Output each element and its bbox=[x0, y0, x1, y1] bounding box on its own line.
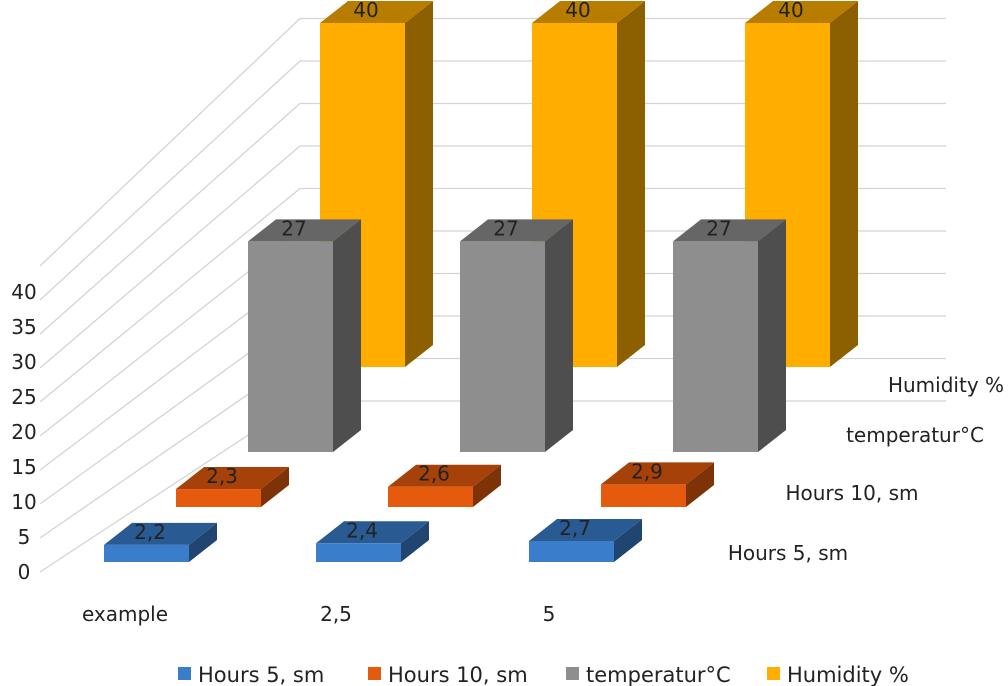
bars: 40 40 40 27 27 27 2,9 2,6 2,3 2,7 2,4 2,2 bbox=[104, 0, 858, 562]
data-label: 27 bbox=[493, 216, 518, 240]
data-label: 2,6 bbox=[418, 462, 450, 486]
category-label: example bbox=[82, 602, 168, 626]
legend-label: temperatur°C bbox=[586, 663, 731, 686]
bar-front-face bbox=[248, 241, 333, 452]
bar bbox=[248, 219, 361, 452]
bar-front-face bbox=[460, 241, 545, 452]
legend-item: Humidity % bbox=[767, 663, 909, 686]
bar-top-face bbox=[529, 518, 642, 541]
data-label: 40 bbox=[565, 0, 590, 22]
data-label: 27 bbox=[706, 216, 731, 240]
bar-side-face bbox=[473, 464, 501, 507]
gridline-left-45 bbox=[39, 18, 301, 267]
bar bbox=[104, 522, 217, 562]
y-axis-ticks: 0 5 10 15 20 25 30 35 40 bbox=[11, 280, 36, 584]
data-label: 40 bbox=[353, 0, 378, 22]
bar-top-face bbox=[745, 1, 858, 23]
bar-front-face bbox=[316, 543, 401, 562]
bar-top-face bbox=[388, 464, 501, 487]
bar-top-face bbox=[601, 462, 714, 485]
legend-item: Hours 10, sm bbox=[368, 663, 528, 686]
series-axis-label: Hours 5, sm bbox=[728, 541, 848, 565]
data-label: 2,9 bbox=[631, 459, 663, 483]
bar-side-face bbox=[617, 1, 645, 367]
series-axis-labels: Hours 5, sm Hours 10, sm temperatur°C Humid… bbox=[728, 373, 1004, 565]
bar-top-face bbox=[460, 219, 573, 242]
gridline-left-25 bbox=[39, 187, 301, 403]
y-tick-label: 10 bbox=[11, 490, 36, 514]
bar-side-face bbox=[758, 219, 786, 452]
bar bbox=[529, 518, 642, 562]
data-label: 40 bbox=[778, 0, 803, 22]
bar-side-face bbox=[189, 522, 217, 562]
bar-front-face bbox=[176, 489, 261, 507]
bar-top-face bbox=[532, 1, 645, 23]
y-tick-label: 20 bbox=[11, 420, 36, 444]
bar-side-face bbox=[545, 219, 573, 452]
legend-label: Hours 5, sm bbox=[198, 663, 324, 686]
bar-top-face bbox=[316, 521, 429, 544]
y-tick-label: 30 bbox=[11, 350, 36, 374]
bar-side-face bbox=[830, 1, 858, 367]
data-label: 2,2 bbox=[134, 520, 166, 544]
gridline-left-30 bbox=[39, 145, 301, 369]
bar bbox=[673, 219, 786, 452]
category-label: 2,5 bbox=[320, 602, 352, 626]
bar-front-face bbox=[104, 544, 189, 562]
y-tick-label: 40 bbox=[11, 280, 36, 304]
gridline-left-35 bbox=[39, 103, 301, 335]
bar bbox=[460, 219, 573, 452]
bar-front-face bbox=[673, 241, 758, 452]
bar bbox=[388, 464, 501, 507]
bar-front-face bbox=[529, 540, 614, 562]
legend-swatch bbox=[566, 667, 579, 680]
bar-side-face bbox=[405, 1, 433, 367]
y-tick-label: 25 bbox=[11, 385, 36, 409]
bar-top-face bbox=[248, 219, 361, 242]
y-tick-label: 15 bbox=[11, 455, 36, 479]
data-label: 27 bbox=[281, 216, 306, 240]
bar-top-face bbox=[104, 522, 217, 545]
gridline-left-40 bbox=[39, 60, 301, 301]
legend-swatch bbox=[368, 667, 381, 680]
legend-label: Hours 10, sm bbox=[388, 663, 528, 686]
bar bbox=[316, 521, 429, 562]
bar bbox=[601, 462, 714, 507]
y-tick-label: 35 bbox=[11, 315, 36, 339]
legend: Hours 5, sm Hours 10, sm temperatur°C Humid… bbox=[178, 663, 909, 686]
series-axis-label: Hours 10, sm bbox=[785, 481, 918, 505]
bar-side-face bbox=[401, 521, 429, 562]
bar-top-face bbox=[320, 1, 433, 23]
legend-swatch bbox=[178, 667, 191, 680]
bar-side-face bbox=[261, 467, 289, 507]
bar-top-face bbox=[673, 219, 786, 242]
y-tick-label: 0 bbox=[18, 560, 31, 584]
bar-side-face bbox=[333, 219, 361, 452]
bar-side-face bbox=[686, 462, 714, 507]
bar bbox=[176, 467, 289, 507]
legend-label: Humidity % bbox=[787, 663, 909, 686]
bar-front-face bbox=[601, 484, 686, 507]
legend-item: temperatur°C bbox=[566, 663, 731, 686]
bar-side-face bbox=[614, 518, 642, 562]
data-label: 2,7 bbox=[559, 516, 591, 540]
legend-item: Hours 5, sm bbox=[178, 663, 324, 686]
y-tick-label: 5 bbox=[18, 525, 31, 549]
data-label: 2,4 bbox=[346, 518, 378, 542]
category-labels: example 2,5 5 bbox=[82, 602, 555, 626]
bar-front-face bbox=[388, 486, 473, 507]
series-axis-label: temperatur°C bbox=[846, 423, 984, 447]
bar-top-face bbox=[176, 467, 289, 490]
series-axis-label: Humidity % bbox=[888, 373, 1004, 397]
legend-swatch bbox=[767, 667, 780, 680]
data-label: 2,3 bbox=[206, 464, 238, 488]
category-label: 5 bbox=[543, 602, 556, 626]
